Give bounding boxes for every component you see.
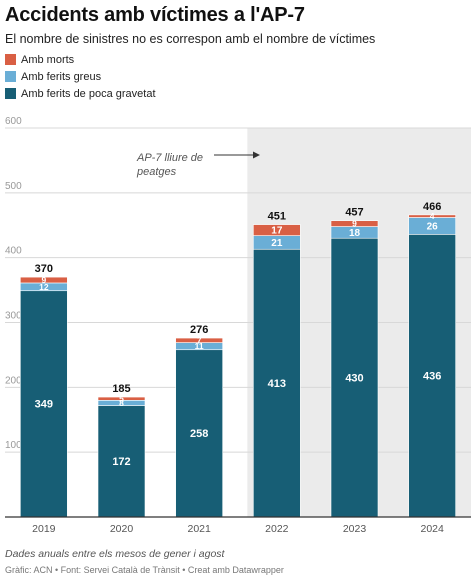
- data-label-2020-amb-ferits-de-poca-gravetat: 172: [112, 456, 130, 468]
- datawrapper-link[interactable]: Creat amb Datawrapper: [187, 565, 284, 575]
- total-label-2021: 276: [190, 324, 208, 336]
- legend-item-morts: Amb morts: [5, 51, 156, 68]
- bar-2021-amb-morts: [175, 337, 223, 343]
- x-tick-label-2022: 2022: [265, 523, 289, 535]
- legend-label-morts: Amb morts: [21, 53, 75, 66]
- data-label-2019-amb-ferits-greus: 12: [39, 282, 49, 292]
- data-label-2024-amb-ferits-greus: 26: [427, 221, 439, 232]
- bar-2022-amb-morts: [253, 224, 301, 236]
- data-label-2021-amb-morts: 7: [197, 335, 202, 345]
- bar-2024-amb-morts: [408, 214, 456, 218]
- bar-2024-amb-ferits-de-poca-gravetat: [408, 234, 456, 518]
- chart-title: Accidents amb víctimes a l'AP-7: [5, 4, 305, 26]
- footer-credits: Gràfic: ACN • Font: Servei Català de Trà…: [5, 565, 284, 575]
- annotation-line-2: peatges: [136, 166, 177, 178]
- y-tick-label-600: 600: [5, 116, 22, 127]
- legend-item-greus: Amb ferits greus: [5, 68, 156, 85]
- data-label-2019-amb-morts: 9: [41, 275, 46, 285]
- bar-2022-amb-ferits-de-poca-gravetat: [253, 248, 301, 518]
- x-tick-label-2024: 2024: [420, 523, 444, 535]
- legend-label-greus: Amb ferits greus: [21, 70, 102, 83]
- y-tick-label-300: 300: [5, 311, 22, 322]
- bar-2019-amb-morts: [20, 276, 68, 284]
- bar-2020-amb-morts: [97, 396, 146, 401]
- footer-note: Dades anuals entre els mesos de gener i …: [5, 548, 225, 560]
- legend-swatch-lleus: [5, 88, 16, 99]
- y-tick-label-500: 500: [5, 181, 22, 192]
- y-tick-label-200: 200: [5, 375, 22, 386]
- data-label-2023-amb-morts: 9: [352, 219, 357, 229]
- bar-2023-amb-morts: [330, 220, 379, 227]
- legend: Amb morts Amb ferits greus Amb ferits de…: [5, 51, 156, 102]
- data-label-2019-amb-ferits-de-poca-gravetat: 349: [35, 399, 53, 411]
- legend-swatch-morts: [5, 54, 16, 65]
- data-label-2021-amb-ferits-de-poca-gravetat: 258: [190, 428, 208, 440]
- x-tick-label-2023: 2023: [343, 523, 367, 535]
- data-label-2023-amb-ferits-de-poca-gravetat: 430: [345, 372, 363, 384]
- data-label-2024-amb-morts: 4: [430, 211, 435, 221]
- total-label-2024: 466: [423, 201, 441, 213]
- x-tick-label-2021: 2021: [187, 523, 211, 535]
- footer-source: Gràfic: ACN • Font: Servei Català de Trà…: [5, 565, 188, 575]
- annotation-arrow-head: [253, 151, 260, 159]
- data-label-2020-amb-ferits-greus: 8: [119, 398, 124, 408]
- y-tick-label-400: 400: [5, 246, 22, 257]
- total-label-2019: 370: [35, 263, 53, 275]
- total-label-2022: 451: [268, 211, 286, 223]
- bar-2019-amb-ferits-de-poca-gravetat: [20, 290, 68, 518]
- total-label-2020: 185: [112, 383, 130, 395]
- data-label-2021-amb-ferits-greus: 11: [195, 341, 204, 351]
- chart-subtitle: El nombre de sinistres no es correspon a…: [5, 32, 376, 46]
- annotation-line-1: AP-7 lliure de: [136, 152, 203, 164]
- legend-swatch-greus: [5, 71, 16, 82]
- x-tick-label-2019: 2019: [32, 523, 56, 535]
- bar-2023-amb-ferits-de-poca-gravetat: [330, 237, 379, 518]
- data-label-2022-amb-morts: 17: [271, 226, 283, 237]
- y-tick-label-100: 100: [5, 440, 22, 451]
- x-tick-label-2020: 2020: [110, 523, 134, 535]
- total-label-2023: 457: [345, 207, 363, 219]
- bar-2021-amb-ferits-de-poca-gravetat: [175, 349, 223, 518]
- data-label-2023-amb-ferits-greus: 18: [349, 228, 361, 239]
- data-label-2024-amb-ferits-de-poca-gravetat: 436: [423, 371, 441, 383]
- data-label-2022-amb-ferits-greus: 21: [271, 238, 283, 249]
- legend-label-lleus: Amb ferits de poca gravetat: [21, 87, 156, 100]
- legend-item-lleus: Amb ferits de poca gravetat: [5, 85, 156, 102]
- data-label-2022-amb-ferits-de-poca-gravetat: 413: [268, 378, 286, 390]
- data-label-2020-amb-morts: 5: [119, 394, 124, 404]
